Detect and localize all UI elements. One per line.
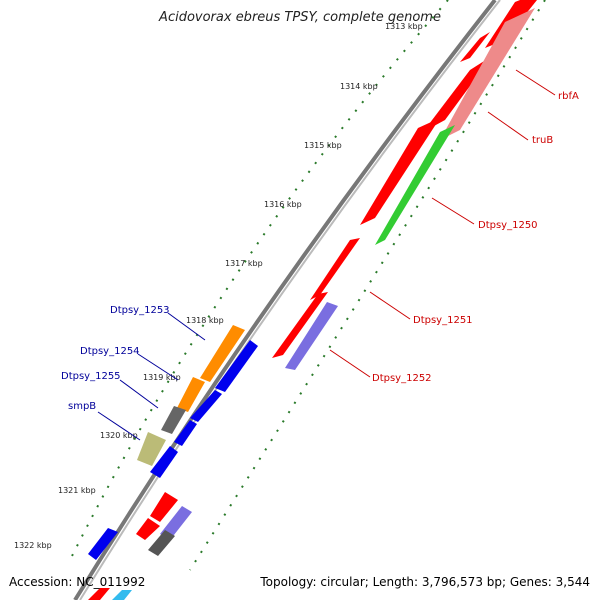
- gene-purple-2[interactable]: [160, 506, 192, 540]
- bottom-red: [88, 588, 110, 600]
- label-Dtpsy_1255: Dtpsy_1255: [61, 371, 121, 382]
- reverse-genes: [88, 325, 258, 560]
- gene-Dtpsy_1255[interactable]: [161, 406, 186, 434]
- label-Dtpsy_1251: Dtpsy_1251: [413, 315, 473, 326]
- backbone-outer: [73, 0, 497, 600]
- gene-Dtpsy_1252[interactable]: [285, 302, 338, 370]
- gene-red-2[interactable]: [460, 32, 490, 62]
- tick-1321: 1321 kbp: [58, 486, 96, 495]
- forward-genes: [272, 0, 537, 370]
- tick-1322: 1322 kbp: [14, 541, 52, 550]
- gene-red-3[interactable]: [272, 292, 328, 358]
- gene-blue-1[interactable]: [215, 340, 258, 392]
- gene-red-4[interactable]: [150, 492, 178, 522]
- map-title: Acidovorax ebreus TPSY, complete genome: [159, 10, 441, 25]
- gene-truB[interactable]: [423, 56, 492, 132]
- tick-1315: 1315 kbp: [304, 141, 342, 150]
- gene-red-large[interactable]: [360, 118, 440, 225]
- gene-blue-3[interactable]: [174, 420, 197, 446]
- tick-1318: 1318 kbp: [186, 316, 224, 325]
- gene-Dtpsy_1253[interactable]: [200, 325, 245, 382]
- gene-blue-2[interactable]: [190, 390, 222, 422]
- gene-Dtpsy_1254[interactable]: [177, 377, 205, 412]
- tick-labels: 1313 kbp 1314 kbp 1315 kbp 1316 kbp 1317…: [14, 22, 423, 550]
- gene-red-5[interactable]: [136, 518, 160, 540]
- label-Dtpsy_1250: Dtpsy_1250: [478, 220, 538, 231]
- tick-1317: 1317 kbp: [225, 259, 263, 268]
- gene-blue-5[interactable]: [88, 528, 118, 560]
- label-Dtpsy_1252: Dtpsy_1252: [372, 373, 432, 384]
- gene-grey-2[interactable]: [148, 530, 175, 556]
- outer-dotted-ring: [69, 0, 449, 561]
- gene-blue-4[interactable]: [150, 446, 178, 478]
- gene-Dtpsy_1250[interactable]: [375, 125, 455, 245]
- gene-smpB[interactable]: [137, 432, 166, 466]
- label-smpB: smpB: [68, 401, 96, 412]
- tick-1313: 1313 kbp: [385, 22, 423, 31]
- label-truB: truB: [532, 135, 553, 146]
- forward-gene-labels: rbfA truB Dtpsy_1250 Dtpsy_1251 Dtpsy_12…: [329, 69, 579, 384]
- tick-1320: 1320 kbp: [100, 431, 138, 440]
- tick-1319: 1319 kbp: [143, 373, 181, 382]
- accession-label: Accession: NC_011992: [9, 575, 146, 589]
- label-Dtpsy_1254: Dtpsy_1254: [80, 346, 140, 357]
- gene-truB-pink[interactable]: [440, 8, 535, 140]
- gene-Dtpsy_1251[interactable]: [310, 238, 360, 300]
- label-Dtpsy_1253: Dtpsy_1253: [110, 305, 170, 316]
- bottom-cyan: [112, 590, 132, 600]
- topology-label: Topology: circular; Length: 3,796,573 bp…: [260, 575, 590, 589]
- backbone-inner: [79, 0, 501, 600]
- reverse-gene-labels: Dtpsy_1253 Dtpsy_1254 Dtpsy_1255 smpB: [61, 305, 206, 441]
- label-rbfA: rbfA: [558, 91, 579, 102]
- tick-1316: 1316 kbp: [264, 200, 302, 209]
- tick-1314: 1314 kbp: [340, 82, 378, 91]
